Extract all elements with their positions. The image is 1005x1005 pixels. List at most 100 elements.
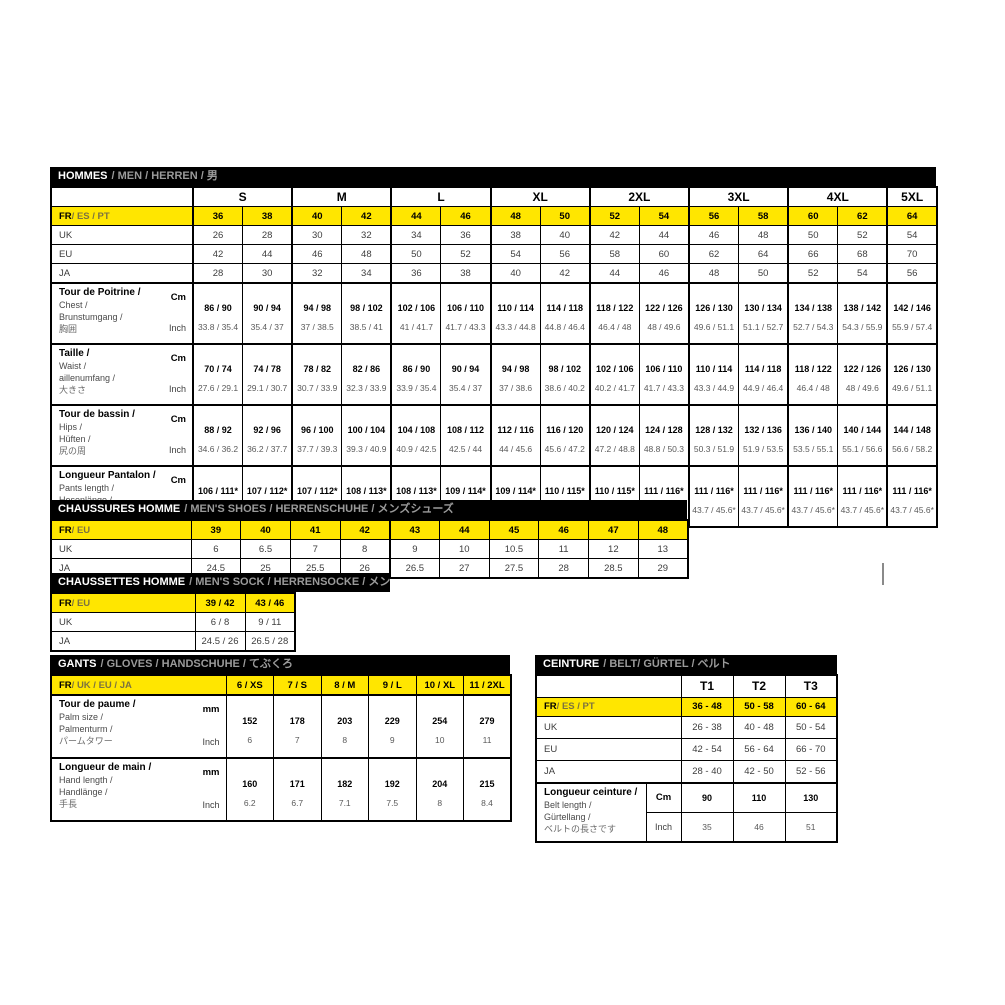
conversion-size-cell: 27.5 [488,558,540,579]
shoes-title-bar: CHAUSSURES HOMME / MEN'S SHOES / HERRENSC… [50,500,687,519]
measurement-cell: 111 / 116* 43.7 / 45.6* [738,465,789,528]
fr-size-cell: 56 [687,206,740,226]
conversion-size-cell: 66 [787,244,839,264]
unit-label-top: mm [202,704,220,715]
inch-value: 10 [435,735,445,745]
measurement-cell: 96 / 100 37.7 / 39.3 [291,404,343,467]
measure-label-lines: Tour de paume / Palm size / Palmenturm / パー… [59,699,225,747]
conversion-size-cell: 54 [837,263,888,284]
region-label: FR [59,597,72,609]
cm-value: 108 / 112 [447,425,485,435]
cm-value: 98 / 102 [548,364,581,374]
cm-value: 110 / 114 [497,303,534,313]
size-group-header: S [191,186,293,207]
measure-label-line: Hand length / [59,775,113,785]
measurement-label: Longueur de main / Hand length / Handlänge… [50,757,227,822]
conversion-size-cell: 26.5 [388,558,440,579]
cm-value: 118 / 122 [794,364,832,374]
conversion-region-label: EU [535,737,682,761]
measure-label-line: Longueur de main / [59,762,152,773]
measurement-cell: 111 / 116* 43.7 / 45.6* [687,465,740,528]
measurement-cell: 203 8 [320,694,370,759]
measure-label-line: ベルトの長さです [544,823,617,834]
measurement-cell: 178 7 [273,694,322,759]
conversion-size-cell: 46 [291,244,343,264]
measurement-cell: 229 9 [368,694,417,759]
cm-value: 94 / 98 [303,303,332,313]
conversion-size-cell: 44 [638,225,690,245]
size-group-header: 4XL [787,186,888,207]
measurement-cell: 78 / 82 30.7 / 33.9 [291,343,343,406]
conversion-size-cell: 36 [440,225,492,245]
measurement-row: Tour de bassin / Hips / Hüften / 尻の周 Cm Inch 8… [50,404,938,467]
inch-value: 8 [437,798,443,808]
inch-value: 27.6 / 29.1 [197,383,239,393]
inch-value: 43.3 / 44.9 [693,383,735,393]
conversion-size-cell: 27 [438,558,490,579]
measurement-cell: 102 / 106 41 / 41.7 [390,282,442,345]
conversion-size-cell: 28 [242,225,293,245]
mens-socks-section: CHAUSSETTES HOMME / MEN'S SOCK / HERRENSO… [50,573,390,652]
measure-label-lines: Longueur de main / Hand length / Handlänge… [59,762,225,810]
socks-title-bar: CHAUSSETTES HOMME / MEN'S SOCK / HERRENSO… [50,573,390,592]
belt-title-bar: CEINTURE / BELT/ GÜRTEL / ベルト [535,655,837,674]
conversion-size-cell: 50 [787,225,839,245]
fr-size-cell: 39 [190,519,242,540]
inch-value: 6 [247,735,253,745]
inch-value: 41.7 / 43.3 [445,322,486,332]
conversion-size-cell: 70 [886,244,938,264]
corner-cell [50,186,194,207]
measurement-cell: 182 7.1 [320,757,370,822]
inch-value: 43.7 / 45.6* [840,505,885,515]
inch-value: 56.6 / 58.2 [892,444,933,454]
mens-clothing-section: HOMMES / MEN / HERREN / 男 S M L XL 2XL 3XL 4XL 5… [50,167,938,528]
measurement-cell: 126 / 130 49.6 / 51.1 [687,282,740,345]
region-label: FR [59,679,72,691]
mm-value: 171 [289,779,305,789]
cm-value: 94 / 98 [501,364,530,374]
cm-value: 126 / 130 [695,303,733,313]
region-label: FR [544,701,557,712]
measurement-cell: 114 / 118 44.9 / 46.4 [738,343,789,406]
stray-mark [882,563,884,585]
measurement-cell: 70 / 74 27.6 / 29.1 [192,343,244,406]
cm-value: 100 / 104 [347,425,386,435]
conversion-size-cell: 44 [588,263,640,284]
measure-label-line: Tour de paume / [59,699,136,710]
measurement-cell: 90 / 94 35.4 / 37 [440,343,492,406]
fr-size-cell: 36 [192,206,244,226]
unit-label-top: Cm [170,353,186,364]
measurement-cell: 86 / 90 33.8 / 35.4 [192,282,244,345]
conversion-size-cell: 52 [837,225,888,245]
fr-size-cell: 40 [240,519,291,540]
measurement-cell: 82 / 86 32.3 / 33.9 [341,343,392,406]
mens-clothing-size-table: S M L XL 2XL 3XL 4XL 5XL FR/ ES / PT 36 38 40 42 44 46… [50,186,938,528]
glove-size-cell: 6 / XS [225,674,275,696]
fr-size-cell: 48 [637,519,689,540]
conversion-size-cell: 34 [390,225,442,245]
inch-value: 35.4 / 37 [448,383,483,393]
fr-size-cell: 45 [488,519,540,540]
conversion-size-cell: 56 - 64 [732,737,786,761]
inch-value: 43.7 / 45.6* [791,505,835,515]
conversion-size-cell: 24.5 / 26 [194,631,246,652]
cm-value: 111 / 116* [743,486,783,496]
measurement-cell: 122 / 126 48 / 49.6 [837,343,888,406]
conversion-size-cell: 66 - 70 [784,737,838,761]
conversion-size-cell: 7 [289,539,341,559]
measurement-cell: 92 / 96 36.2 / 37.7 [242,404,293,467]
conversion-size-cell: 10.5 [488,539,540,559]
region-label-secondary: / ES / PT [71,210,110,222]
conversion-row: JA 28 - 40 42 - 50 52 - 56 [535,759,838,783]
inch-value: 11 [482,735,492,745]
measurement-cell: 114 / 118 44.8 / 46.4 [539,282,591,345]
fr-size-cell: 48 [489,206,541,226]
glove-size-cell: 7 / S [273,674,322,696]
measure-label-line: Tour de Poitrine / [59,287,141,298]
measure-label-lines: Longueur ceinture / Belt length / Gürtella… [544,787,645,835]
conversion-size-cell: 42 [588,225,640,245]
conversion-size-cell: 50 [390,244,442,264]
inch-value: 38.6 / 40.2 [544,383,585,393]
cm-value: 98 / 102 [350,303,383,313]
